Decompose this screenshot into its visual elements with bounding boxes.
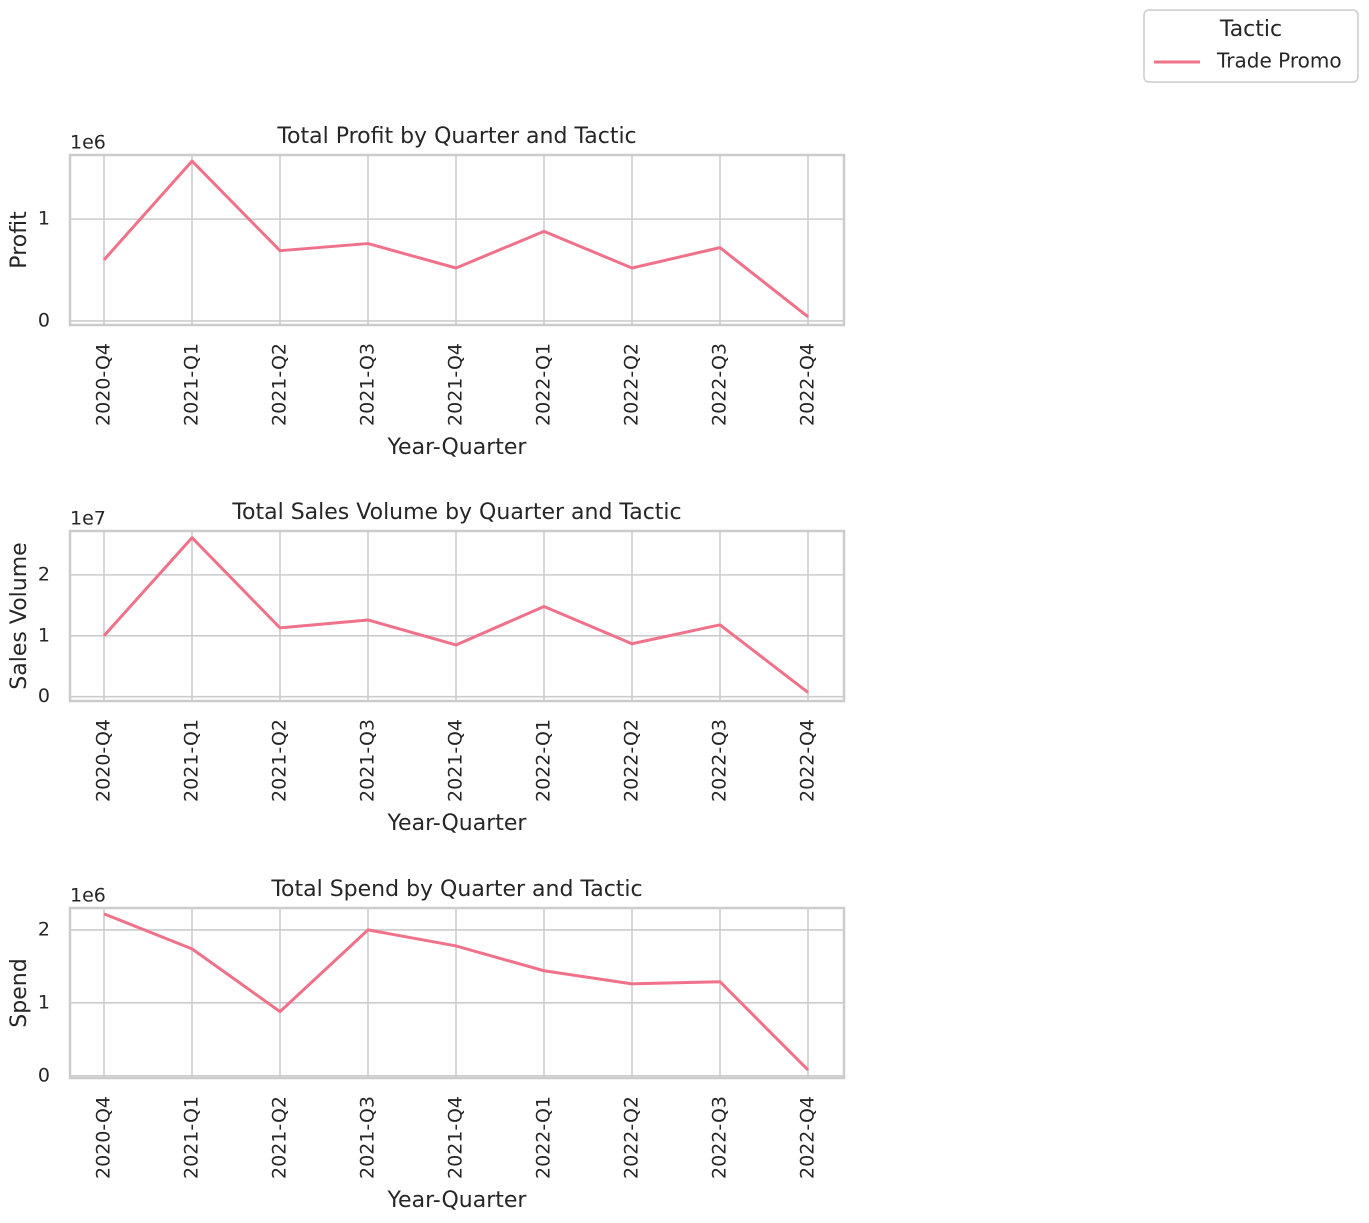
chart-title: Total Sales Volume by Quarter and Tactic	[231, 500, 681, 525]
offset-text: 1e6	[70, 885, 106, 907]
line-series	[102, 536, 809, 694]
x-tick-label: 2022-Q3	[709, 719, 731, 802]
x-tick-label: 2020-Q4	[93, 1096, 115, 1179]
axes-frame	[68, 906, 846, 1080]
y-tick-label: 1	[38, 208, 50, 230]
legend-label: Trade Promo	[1216, 49, 1342, 73]
x-tick-label: 2022-Q4	[797, 343, 819, 426]
x-tick-label: 2022-Q3	[709, 343, 731, 426]
x-tick-label: 2022-Q2	[621, 719, 643, 802]
x-axis-label: Year-Quarter	[387, 435, 528, 460]
chart-title: Total Profit by Quarter and Tactic	[276, 124, 636, 149]
y-tick-label: 1	[38, 991, 50, 1013]
x-tick-label: 2022-Q2	[621, 1096, 643, 1179]
x-tick-label: 2021-Q2	[269, 1096, 291, 1179]
y-axis-label: Profit	[7, 211, 32, 269]
chart-title: Total Spend by Quarter and Tactic	[270, 877, 642, 902]
y-tick-label: 2	[38, 918, 50, 940]
y-axis-label: Spend	[7, 958, 32, 1027]
y-tick-label: 0	[38, 309, 50, 331]
x-tick-label: 2022-Q1	[533, 719, 555, 802]
axes-frame	[68, 529, 846, 703]
x-tick-label: 2022-Q1	[533, 1096, 555, 1179]
x-tick-label: 2021-Q2	[269, 343, 291, 426]
x-tick-label: 2021-Q1	[181, 343, 203, 426]
x-tick-label: 2021-Q3	[357, 719, 379, 802]
axes-frame	[68, 153, 846, 327]
x-tick-label: 2020-Q4	[93, 343, 115, 426]
x-tick-label: 2021-Q4	[445, 719, 467, 802]
legend-box	[1143, 9, 1359, 83]
x-tick-label: 2021-Q4	[445, 343, 467, 426]
y-tick-label: 0	[38, 685, 50, 707]
x-tick-label: 2022-Q4	[797, 719, 819, 802]
y-tick-label: 2	[38, 563, 50, 585]
x-tick-label: 2020-Q4	[93, 719, 115, 802]
y-tick-label: 1	[38, 624, 50, 646]
x-axis-label: Year-Quarter	[387, 1188, 528, 1213]
x-tick-label: 2021-Q4	[445, 1096, 467, 1179]
legend-title: Tactic	[1219, 17, 1282, 42]
x-tick-label: 2021-Q1	[181, 1096, 203, 1179]
offset-text: 1e7	[70, 508, 106, 530]
x-tick-label: 2022-Q2	[621, 343, 643, 426]
x-tick-label: 2022-Q3	[709, 1096, 731, 1179]
line-series	[102, 159, 809, 319]
x-tick-label: 2021-Q3	[357, 1096, 379, 1179]
line-series	[103, 912, 810, 1072]
y-tick-label: 0	[38, 1064, 50, 1086]
offset-text: 1e6	[70, 132, 106, 154]
x-tick-label: 2021-Q2	[269, 719, 291, 802]
y-axis-label: Sales Volume	[7, 542, 32, 689]
x-axis-label: Year-Quarter	[387, 811, 528, 836]
x-tick-label: 2021-Q3	[357, 343, 379, 426]
x-tick-label: 2022-Q1	[533, 343, 555, 426]
x-tick-label: 2021-Q1	[181, 719, 203, 802]
x-tick-label: 2022-Q4	[797, 1096, 819, 1179]
